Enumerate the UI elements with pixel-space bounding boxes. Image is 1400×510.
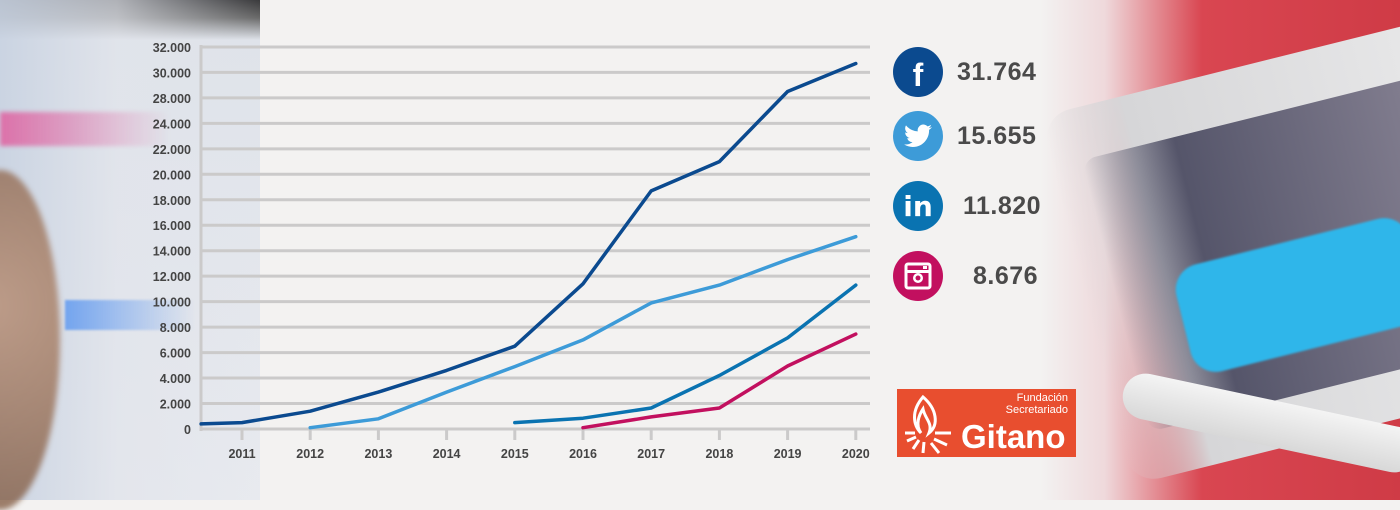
y-tick-label: 2.000 — [160, 398, 191, 412]
y-tick-label: 14.000 — [153, 245, 191, 259]
y-tick-label: 28.000 — [153, 92, 191, 106]
x-axis-ticks: 2011 2012 2013 2014 2015 2016 2017 2018 2019 2020 — [228, 429, 870, 461]
series-line-instagram — [581, 332, 858, 430]
y-tick-label: 30.000 — [153, 66, 191, 80]
legend-value: 15.655 — [957, 121, 1037, 150]
line-chart: 0 2.000 4.000 6.000 8.000 10.000 12.000 14.000 1… — [153, 41, 870, 461]
series-line-twitter — [308, 234, 858, 430]
y-axis-ticks: 0 2.000 4.000 6.000 8.000 10.000 12.000 14.000 1… — [153, 41, 191, 437]
y-tick-label: 20.000 — [153, 168, 191, 182]
y-tick-label: 6.000 — [160, 347, 191, 361]
gridlines — [199, 45, 870, 431]
legend-item-twitter: 15.655 — [893, 111, 1036, 161]
series-line-facebook — [199, 61, 858, 426]
logo-title: Gitano — [961, 418, 1066, 455]
legend-item-facebook: f 31.764 — [893, 47, 1036, 97]
legend-item-instagram: 8.676 — [893, 251, 1038, 301]
y-tick-label: 22.000 — [153, 143, 191, 157]
y-tick-label: 18.000 — [153, 194, 191, 208]
twitter-icon — [893, 111, 943, 161]
legend-value: 31.764 — [957, 57, 1037, 86]
y-tick-label: 10.000 — [153, 296, 191, 310]
x-tick-label: 2015 — [501, 447, 529, 461]
legend-item-linkedin: in 11.820 — [893, 181, 1041, 231]
x-tick-label: 2018 — [705, 447, 733, 461]
linkedin-icon: in — [893, 181, 943, 231]
y-tick-label: 4.000 — [160, 372, 191, 386]
y-tick-label: 24.000 — [153, 117, 191, 131]
instagram-icon — [893, 251, 943, 301]
logo-text: Fundación Secretariado — [1006, 392, 1068, 416]
y-tick-label: 0 — [184, 423, 191, 437]
y-tick-label: 32.000 — [153, 41, 191, 55]
y-tick-label: 8.000 — [160, 321, 191, 335]
legend-value: 11.820 — [963, 191, 1042, 220]
x-tick-label: 2016 — [569, 447, 597, 461]
background-photo-detail — [0, 112, 170, 146]
x-tick-label: 2020 — [842, 447, 870, 461]
legend-value: 8.676 — [973, 261, 1039, 290]
background-photo-detail — [65, 300, 195, 330]
x-tick-label: 2014 — [433, 447, 461, 461]
facebook-icon: f — [893, 47, 943, 97]
x-tick-label: 2012 — [296, 447, 324, 461]
series-line-linkedin — [513, 283, 858, 425]
x-tick-label: 2017 — [637, 447, 665, 461]
y-tick-label: 12.000 — [153, 270, 191, 284]
x-tick-label: 2013 — [364, 447, 392, 461]
series-lines — [199, 61, 858, 430]
x-tick-label: 2019 — [774, 447, 802, 461]
x-tick-label: 2011 — [228, 447, 255, 461]
logo-line-2: Secretariado — [1005, 404, 1068, 416]
logo-line-1: Fundación — [1016, 392, 1068, 404]
fundacion-secretariado-gitano-logo: Fundación Secretariado Gitano — [897, 389, 1076, 457]
y-tick-label: 16.000 — [153, 219, 191, 233]
flame-icon — [905, 394, 951, 454]
